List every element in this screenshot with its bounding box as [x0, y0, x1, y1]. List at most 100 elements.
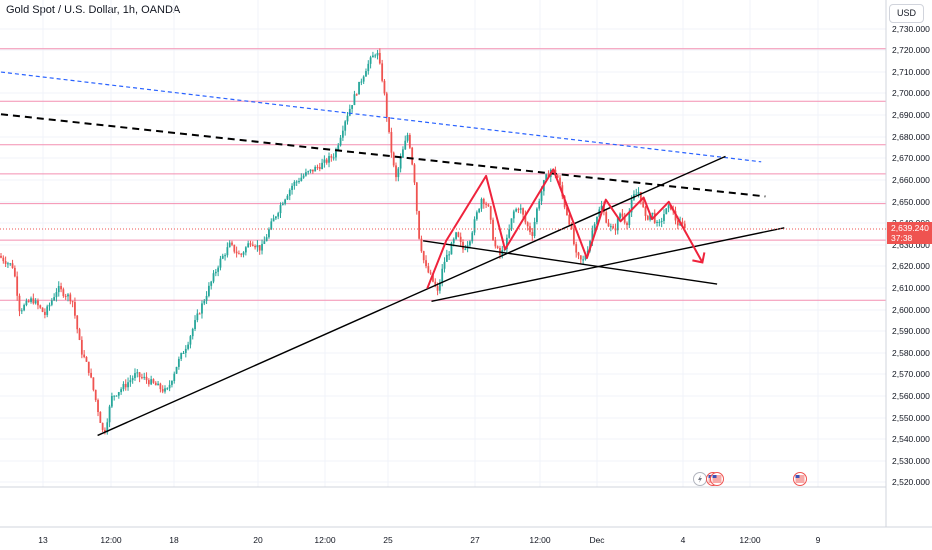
- candle-body: [263, 241, 266, 244]
- us-flag-icon[interactable]: [710, 472, 724, 486]
- candle-body: [198, 313, 201, 315]
- candle-body: [69, 294, 72, 302]
- candle-body: [55, 292, 58, 298]
- candle-body: [314, 166, 317, 172]
- candle-body: [432, 273, 434, 282]
- candle-body: [337, 145, 340, 150]
- candle-body: [406, 135, 409, 141]
- y-tick-label: 2,590.000: [892, 326, 930, 336]
- candle-body: [411, 147, 414, 165]
- solid-trendline: [431, 227, 785, 303]
- candle-body: [9, 263, 12, 265]
- candle-body: [639, 191, 642, 202]
- candle-body: [556, 175, 559, 178]
- candle-body: [187, 344, 190, 349]
- chart-title: Gold Spot / U.S. Dollar, 1h, OANDA: [6, 4, 181, 16]
- candle-body: [305, 172, 307, 176]
- candle-body: [147, 380, 150, 385]
- candle-body: [131, 378, 134, 381]
- candle-body: [335, 149, 337, 158]
- candle-body: [127, 382, 129, 388]
- candle-body: [658, 221, 661, 223]
- candle-body: [2, 257, 5, 262]
- candle-body: [559, 177, 561, 186]
- candle-body: [434, 281, 437, 287]
- candle-body: [418, 211, 421, 239]
- bar-countdown: 37:38: [891, 233, 913, 243]
- candle-body: [635, 193, 638, 195]
- us-flag-icon[interactable]: [793, 472, 807, 486]
- candle-body: [341, 130, 344, 138]
- candle-body: [124, 383, 127, 388]
- candle-body: [619, 213, 621, 219]
- candle-body: [110, 395, 113, 407]
- currency-selector[interactable]: USD: [889, 4, 924, 23]
- candle-body: [159, 383, 162, 390]
- candle-body: [600, 205, 603, 210]
- candle-body: [23, 305, 25, 311]
- candle-body: [316, 166, 319, 168]
- y-tick-label: 2,620.000: [892, 261, 930, 271]
- candle-body: [92, 377, 95, 390]
- candle-body: [194, 320, 196, 329]
- candle-body: [117, 392, 120, 396]
- candle-body: [422, 251, 425, 261]
- candle-body: [452, 238, 455, 244]
- candle-body: [644, 206, 647, 216]
- candle-body: [191, 328, 194, 337]
- candle-body: [249, 243, 252, 245]
- candle-body: [238, 253, 240, 255]
- candle-body: [311, 169, 314, 172]
- candle-body: [365, 71, 367, 77]
- candle-body: [427, 266, 430, 273]
- candle-body: [173, 373, 176, 381]
- event-markers: [693, 472, 807, 486]
- y-tick-label: 2,690.000: [892, 110, 930, 120]
- candle-body: [184, 348, 187, 354]
- candle-body: [496, 246, 499, 248]
- candle-body: [575, 244, 578, 253]
- candle-body: [166, 388, 169, 390]
- x-tick-label: 9: [816, 535, 821, 545]
- candle-body: [381, 63, 384, 81]
- candle-body: [667, 205, 670, 209]
- candle-body: [226, 247, 229, 256]
- candle-body: [344, 121, 347, 131]
- candle-body: [480, 198, 483, 209]
- candle-body: [212, 273, 215, 282]
- candle-body: [515, 209, 518, 212]
- candle-body: [256, 245, 259, 248]
- candle-body: [302, 175, 305, 178]
- candle-body: [272, 218, 275, 222]
- candle-body: [519, 208, 522, 210]
- candle-body: [397, 168, 400, 178]
- candle-body: [566, 207, 568, 216]
- candle-body: [489, 206, 492, 220]
- candle-body: [676, 220, 679, 226]
- candle-body: [353, 94, 356, 106]
- candle-body: [683, 223, 686, 229]
- candle-body: [385, 93, 388, 118]
- y-tick-label: 2,580.000: [892, 348, 930, 358]
- candle-body: [168, 384, 171, 389]
- candle-body: [258, 245, 261, 251]
- candle-body: [48, 304, 51, 307]
- candle-body: [164, 388, 166, 392]
- candle-body: [201, 303, 203, 314]
- candle-body: [621, 213, 624, 217]
- candle-body: [681, 221, 684, 224]
- candle-body: [473, 219, 476, 233]
- candle-body: [321, 162, 323, 169]
- lightning-icon[interactable]: [693, 472, 707, 486]
- candle-body: [94, 389, 97, 401]
- candle-body: [265, 237, 268, 242]
- candle-body: [279, 205, 282, 214]
- last-price-badge: 2,639.240 37:38: [887, 222, 932, 244]
- candle-body: [90, 372, 92, 378]
- candle-body: [579, 255, 582, 260]
- x-tick-label: 12:00: [529, 535, 551, 545]
- x-tick-label: 12:00: [739, 535, 761, 545]
- candle-body: [323, 159, 326, 163]
- candles: [0, 48, 686, 435]
